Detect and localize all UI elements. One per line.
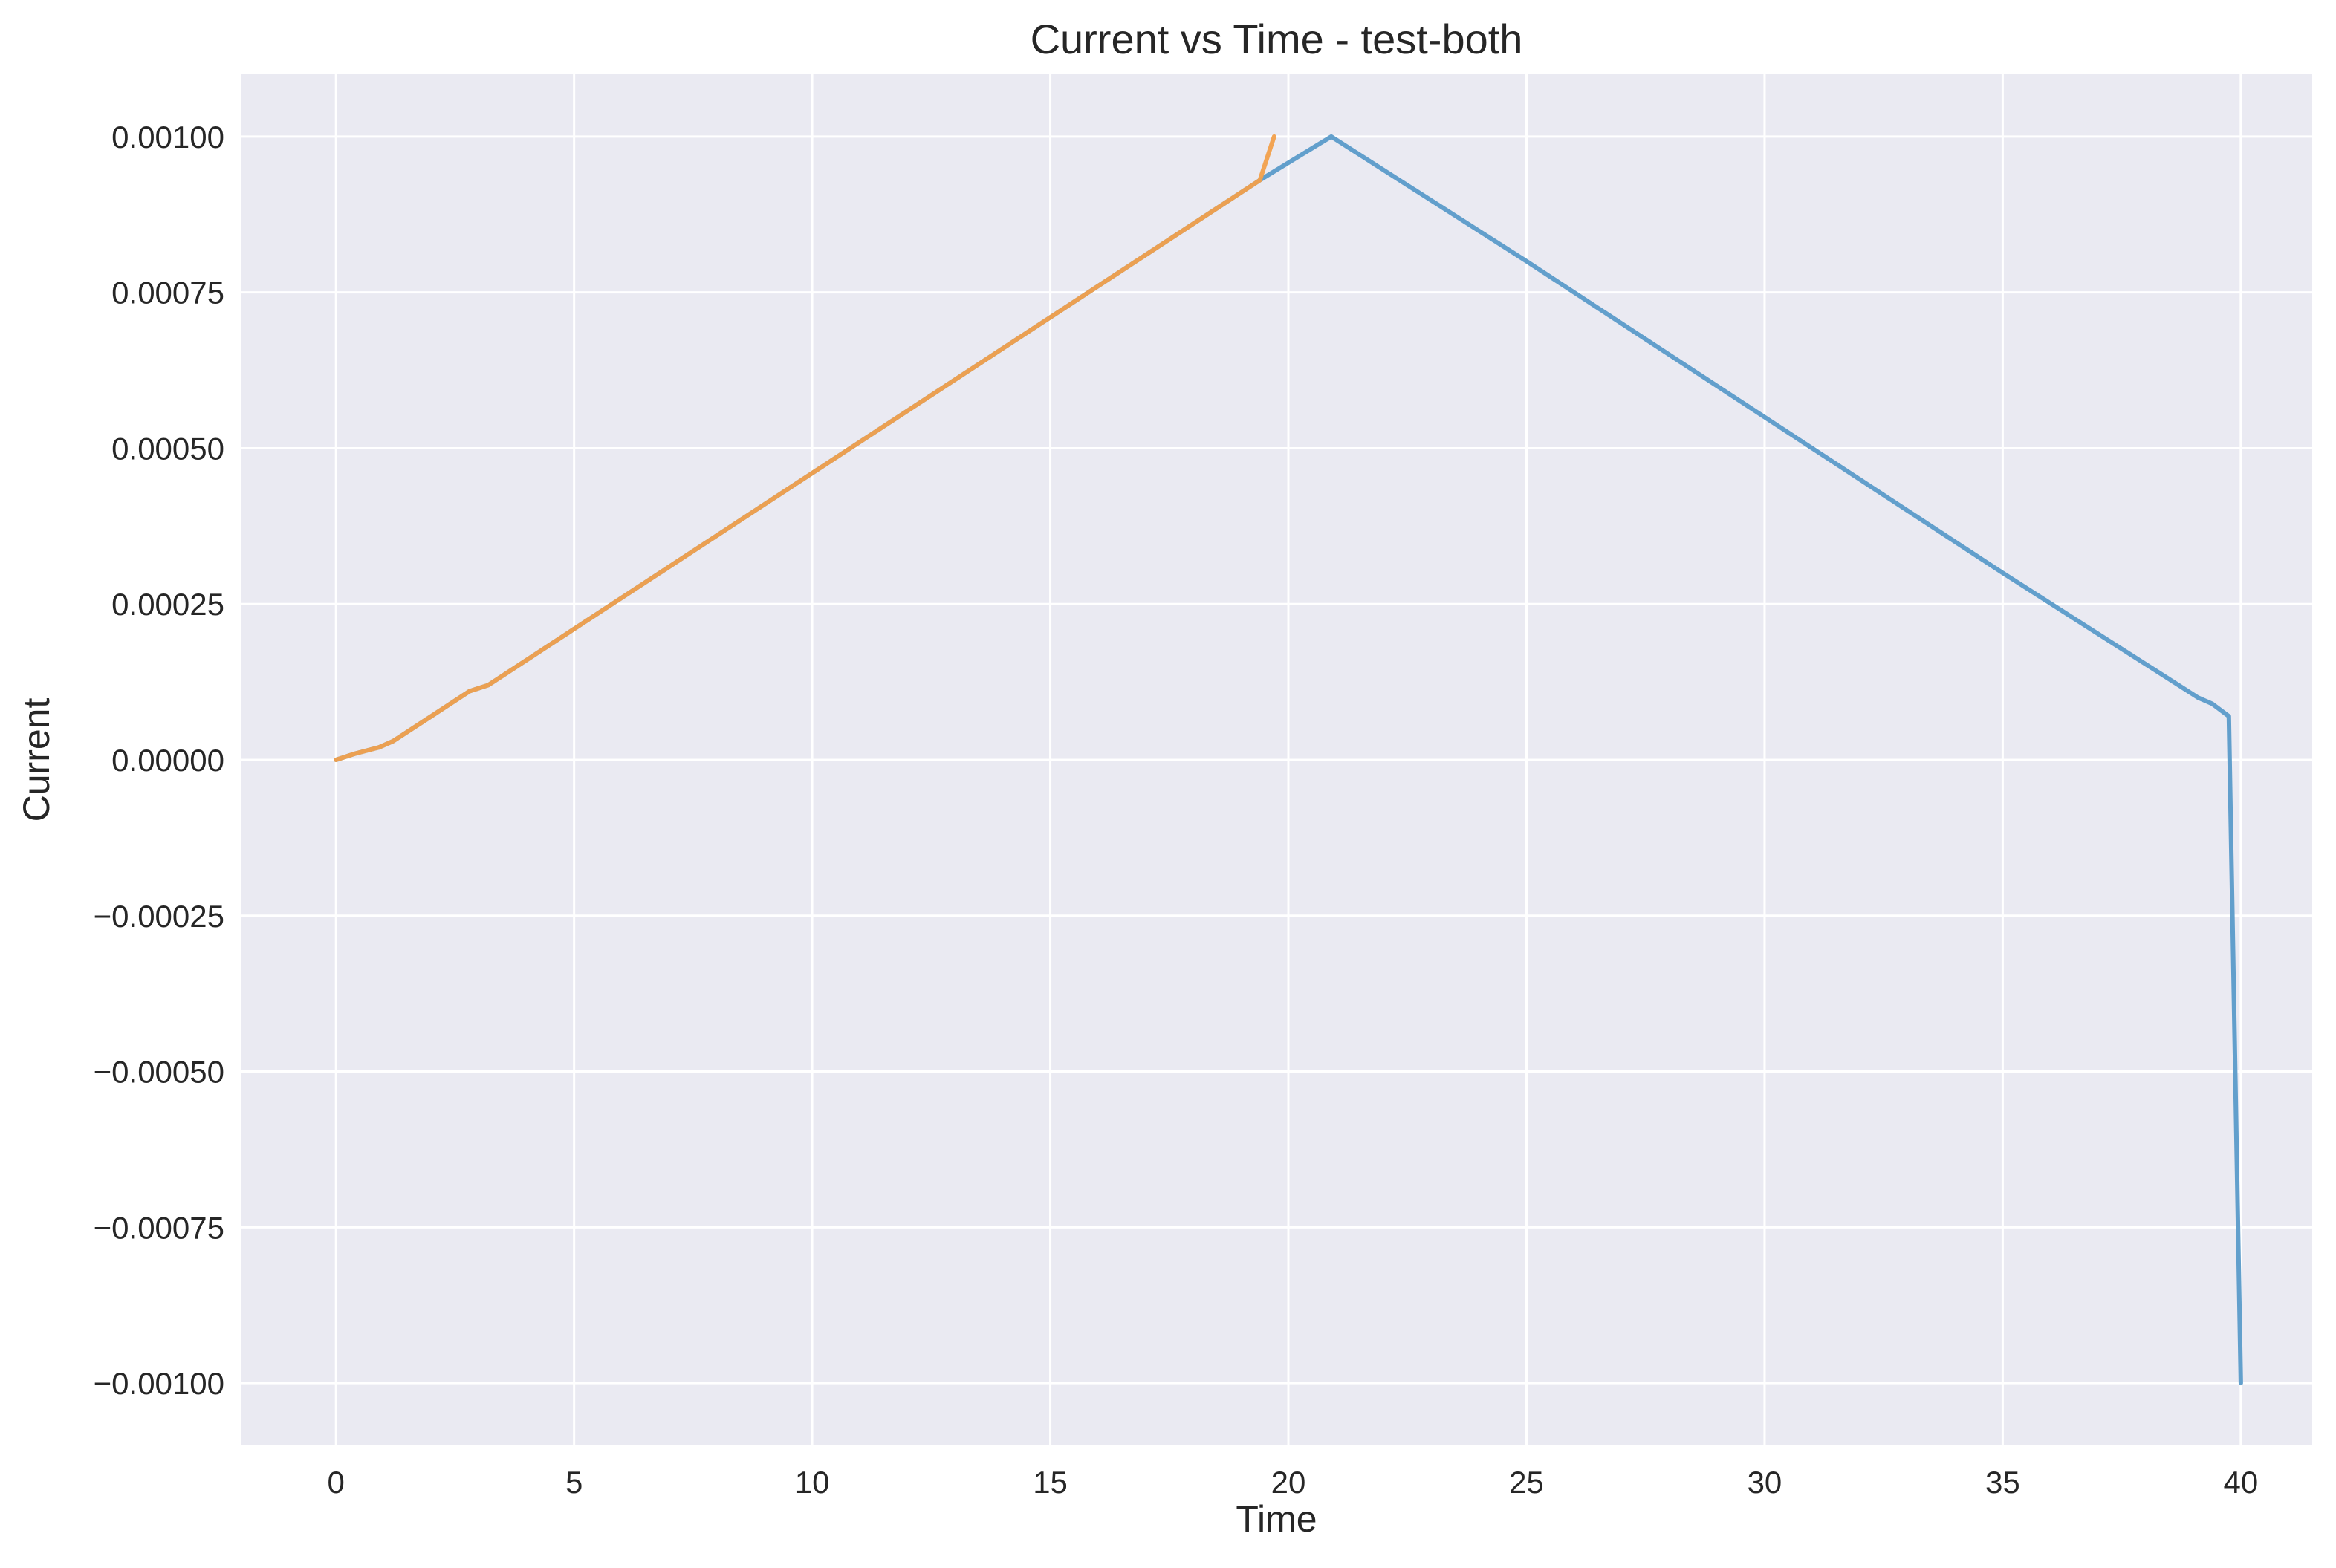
y-tick-label: 0.00025	[111, 587, 224, 622]
x-tick-label: 35	[1985, 1465, 2020, 1500]
y-tick-label: −0.00025	[94, 899, 224, 934]
y-tick-label: −0.00050	[94, 1055, 224, 1090]
x-tick-label: 30	[1748, 1465, 1782, 1500]
x-tick-label: 5	[565, 1465, 583, 1500]
y-tick-label: 0.00000	[111, 743, 224, 778]
y-tick-label: 0.00050	[111, 431, 224, 466]
y-tick-label: 0.00100	[111, 120, 224, 154]
y-tick-label: −0.00075	[94, 1210, 224, 1245]
x-tick-label: 20	[1271, 1465, 1306, 1500]
x-axis-label: Time	[1236, 1498, 1317, 1540]
y-axis-label: Current	[16, 698, 57, 822]
y-tick-label: −0.00100	[94, 1366, 224, 1401]
x-tick-label: 0	[328, 1465, 345, 1500]
x-tick-labels: 0 5 10 15 20 25 30 35 40	[328, 1465, 2259, 1500]
grid	[241, 74, 2312, 1445]
chart-title: Current vs Time - test-both	[1031, 16, 1523, 62]
series-line-2	[334, 134, 1276, 762]
x-tick-label: 10	[795, 1465, 830, 1500]
x-tick-label: 15	[1033, 1465, 1068, 1500]
series-lines	[334, 134, 2243, 1386]
x-tick-label: 25	[1509, 1465, 1544, 1500]
y-tick-label: 0.00075	[111, 276, 224, 310]
x-tick-label: 40	[2224, 1465, 2259, 1500]
y-tick-labels: 0.00100 0.00075 0.00050 0.00025 0.00000 −0.00…	[94, 120, 224, 1401]
